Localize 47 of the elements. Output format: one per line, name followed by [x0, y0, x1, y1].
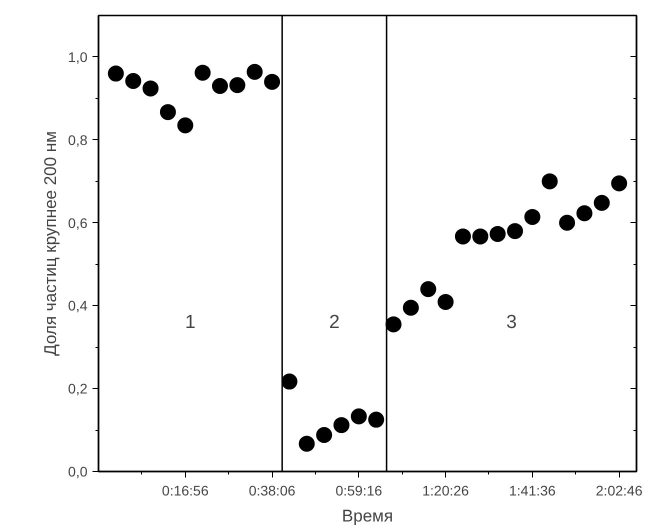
point: [559, 214, 576, 231]
point: [298, 436, 315, 452]
point: [542, 173, 558, 190]
point: [507, 223, 524, 240]
point: [108, 66, 124, 82]
point: [472, 228, 488, 244]
y-tick-label: 0,6: [68, 214, 88, 231]
point: [229, 77, 246, 94]
x-tick-label: 1:41:36: [509, 482, 556, 498]
point: [524, 208, 540, 225]
y-tick-label: 0,4: [68, 298, 88, 314]
point: [386, 316, 402, 332]
x-tick-label: 0:16:56: [162, 482, 209, 498]
point: [212, 78, 228, 94]
point: [316, 427, 332, 444]
point: [125, 73, 142, 89]
y-tick-label: 1,0: [68, 48, 88, 65]
x-axis-title: Время: [342, 506, 394, 526]
point: [490, 226, 506, 242]
point: [611, 175, 628, 192]
x-tick-label: 2:02:46: [596, 482, 643, 498]
point: [177, 117, 194, 134]
annotation: 1: [185, 312, 196, 334]
x-tick-label: 1:20:26: [422, 482, 470, 498]
point: [281, 374, 298, 390]
point: [576, 205, 592, 222]
point: [333, 417, 350, 434]
annotation: 2: [329, 312, 340, 334]
point: [142, 80, 159, 96]
point: [350, 408, 367, 424]
point: [194, 64, 211, 81]
y-tick-label: 0,0: [68, 464, 88, 480]
point: [264, 74, 280, 90]
y-axis-title: Доля частиц крупнее 200 нм: [41, 131, 60, 356]
point: [368, 412, 384, 428]
point: [454, 228, 471, 244]
x-tick-label: 0:59:16: [335, 482, 382, 498]
annotation: 3: [506, 312, 517, 334]
x-tick-label: 0:38:06: [248, 482, 296, 498]
point: [420, 281, 436, 298]
point: [246, 64, 263, 80]
y-tick-label: 0,2: [68, 380, 88, 397]
point: [160, 104, 176, 120]
point: [438, 294, 454, 310]
point: [402, 300, 419, 316]
point: [594, 194, 610, 211]
y-tick-label: 0,8: [68, 132, 88, 148]
